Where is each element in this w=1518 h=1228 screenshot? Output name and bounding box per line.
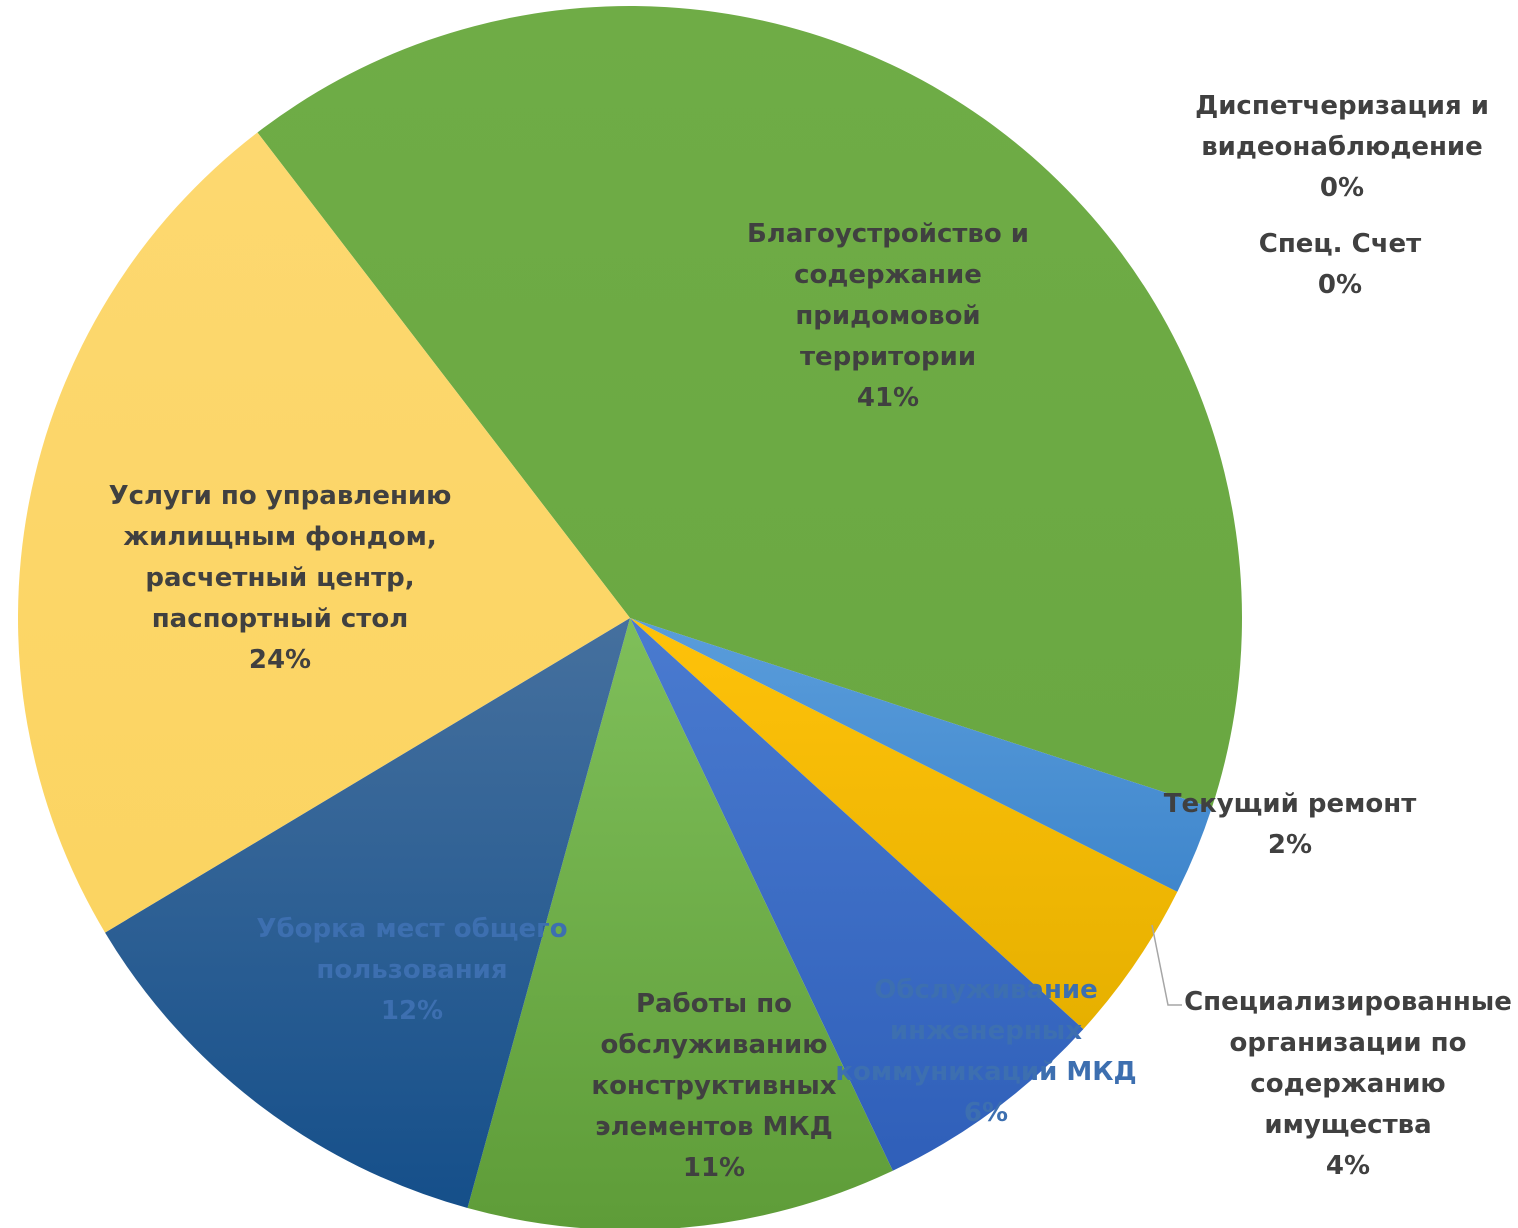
slice-percent-6: 11% (683, 1153, 745, 1183)
pie-slice-3 (630, 618, 1212, 892)
slice-label-line-0-1: содержание (794, 260, 982, 290)
slice-label-line-4-1: организации по (1229, 1028, 1466, 1058)
slice-label-line-1-1: видеонаблюдение (1201, 132, 1483, 162)
slice-label-1: Диспетчеризация и видеонаблюдение 0% (1195, 91, 1489, 203)
slice-percent-1: 0% (1320, 173, 1364, 203)
slice-label-line-4-2: содержанию (1250, 1069, 1445, 1099)
slice-label-line-7-1: пользования (316, 955, 507, 985)
slice-label-5: Обслуживание инженерных коммуникаций МКД 6% (835, 975, 1136, 1128)
slice-label-line-4-0: Специализированные (1184, 987, 1512, 1017)
slice-percent-5: 6% (964, 1098, 1008, 1128)
slice-label-line-6-2: конструктивных (591, 1071, 836, 1101)
pie-slice-4 (630, 618, 1178, 1030)
pie-slice-5 (630, 618, 1084, 1171)
slice-label-line-5-2: коммуникаций МКД (835, 1057, 1136, 1087)
slice-label-6: Работы по обслуживанию конструктивных элеме… (591, 989, 836, 1183)
slice-label-line-0-3: территории (800, 342, 976, 372)
slice-label-line-8-2: расчетный центр, (145, 563, 414, 593)
slice-percent-4: 4% (1326, 1151, 1370, 1181)
slice-label-line-2-0: Спец. Счет (1259, 229, 1422, 259)
slice-label-line-0-2: придомовой (795, 301, 980, 331)
slice-label-line-6-1: обслуживанию (601, 1030, 828, 1060)
leader-line-specialized (1151, 924, 1182, 1006)
slice-label-8: Услуги по управлению жилищным фондом, расч… (109, 481, 452, 675)
slice-label-line-3-0: Текущий ремонт (1164, 789, 1417, 819)
slice-percent-2: 0% (1318, 270, 1362, 300)
slice-label-line-1-0: Диспетчеризация и (1195, 91, 1489, 121)
slice-label-line-0-0: Благоустройство и (747, 219, 1029, 249)
slice-label-line-8-0: Услуги по управлению (109, 481, 452, 511)
slice-label-2: Спец. Счет 0% (1259, 229, 1422, 300)
slice-label-line-4-3: имущества (1264, 1110, 1431, 1140)
slice-label-4: Специализированные организации по содержан… (1184, 987, 1512, 1181)
slice-label-line-8-1: жилищным фондом, (123, 522, 437, 552)
slice-label-line-6-3: элементов МКД (595, 1112, 833, 1142)
pie-slice-0 (257, 6, 1242, 808)
slice-label-line-7-0: Уборка мест общего (256, 914, 567, 944)
slice-percent-8: 24% (249, 645, 311, 675)
slice-label-0: Благоустройство и содержание придомовой тер… (747, 219, 1029, 413)
slice-label-7: Уборка мест общего пользования 12% (256, 914, 567, 1026)
slice-label-line-8-3: паспортный стол (152, 604, 409, 634)
slice-percent-3: 2% (1268, 830, 1312, 860)
slice-label-line-5-1: инженерных (890, 1016, 1082, 1046)
slice-label-3: Текущий ремонт 2% (1164, 789, 1417, 860)
slice-percent-7: 12% (381, 996, 443, 1026)
slice-label-line-6-0: Работы по (636, 989, 792, 1019)
slice-label-line-5-0: Обслуживание (874, 975, 1098, 1005)
pie-slice-8 (18, 132, 630, 933)
pie-slice-7 (105, 618, 631, 1209)
slice-percent-0: 41% (857, 383, 919, 413)
pie-slice-6 (467, 618, 893, 1228)
